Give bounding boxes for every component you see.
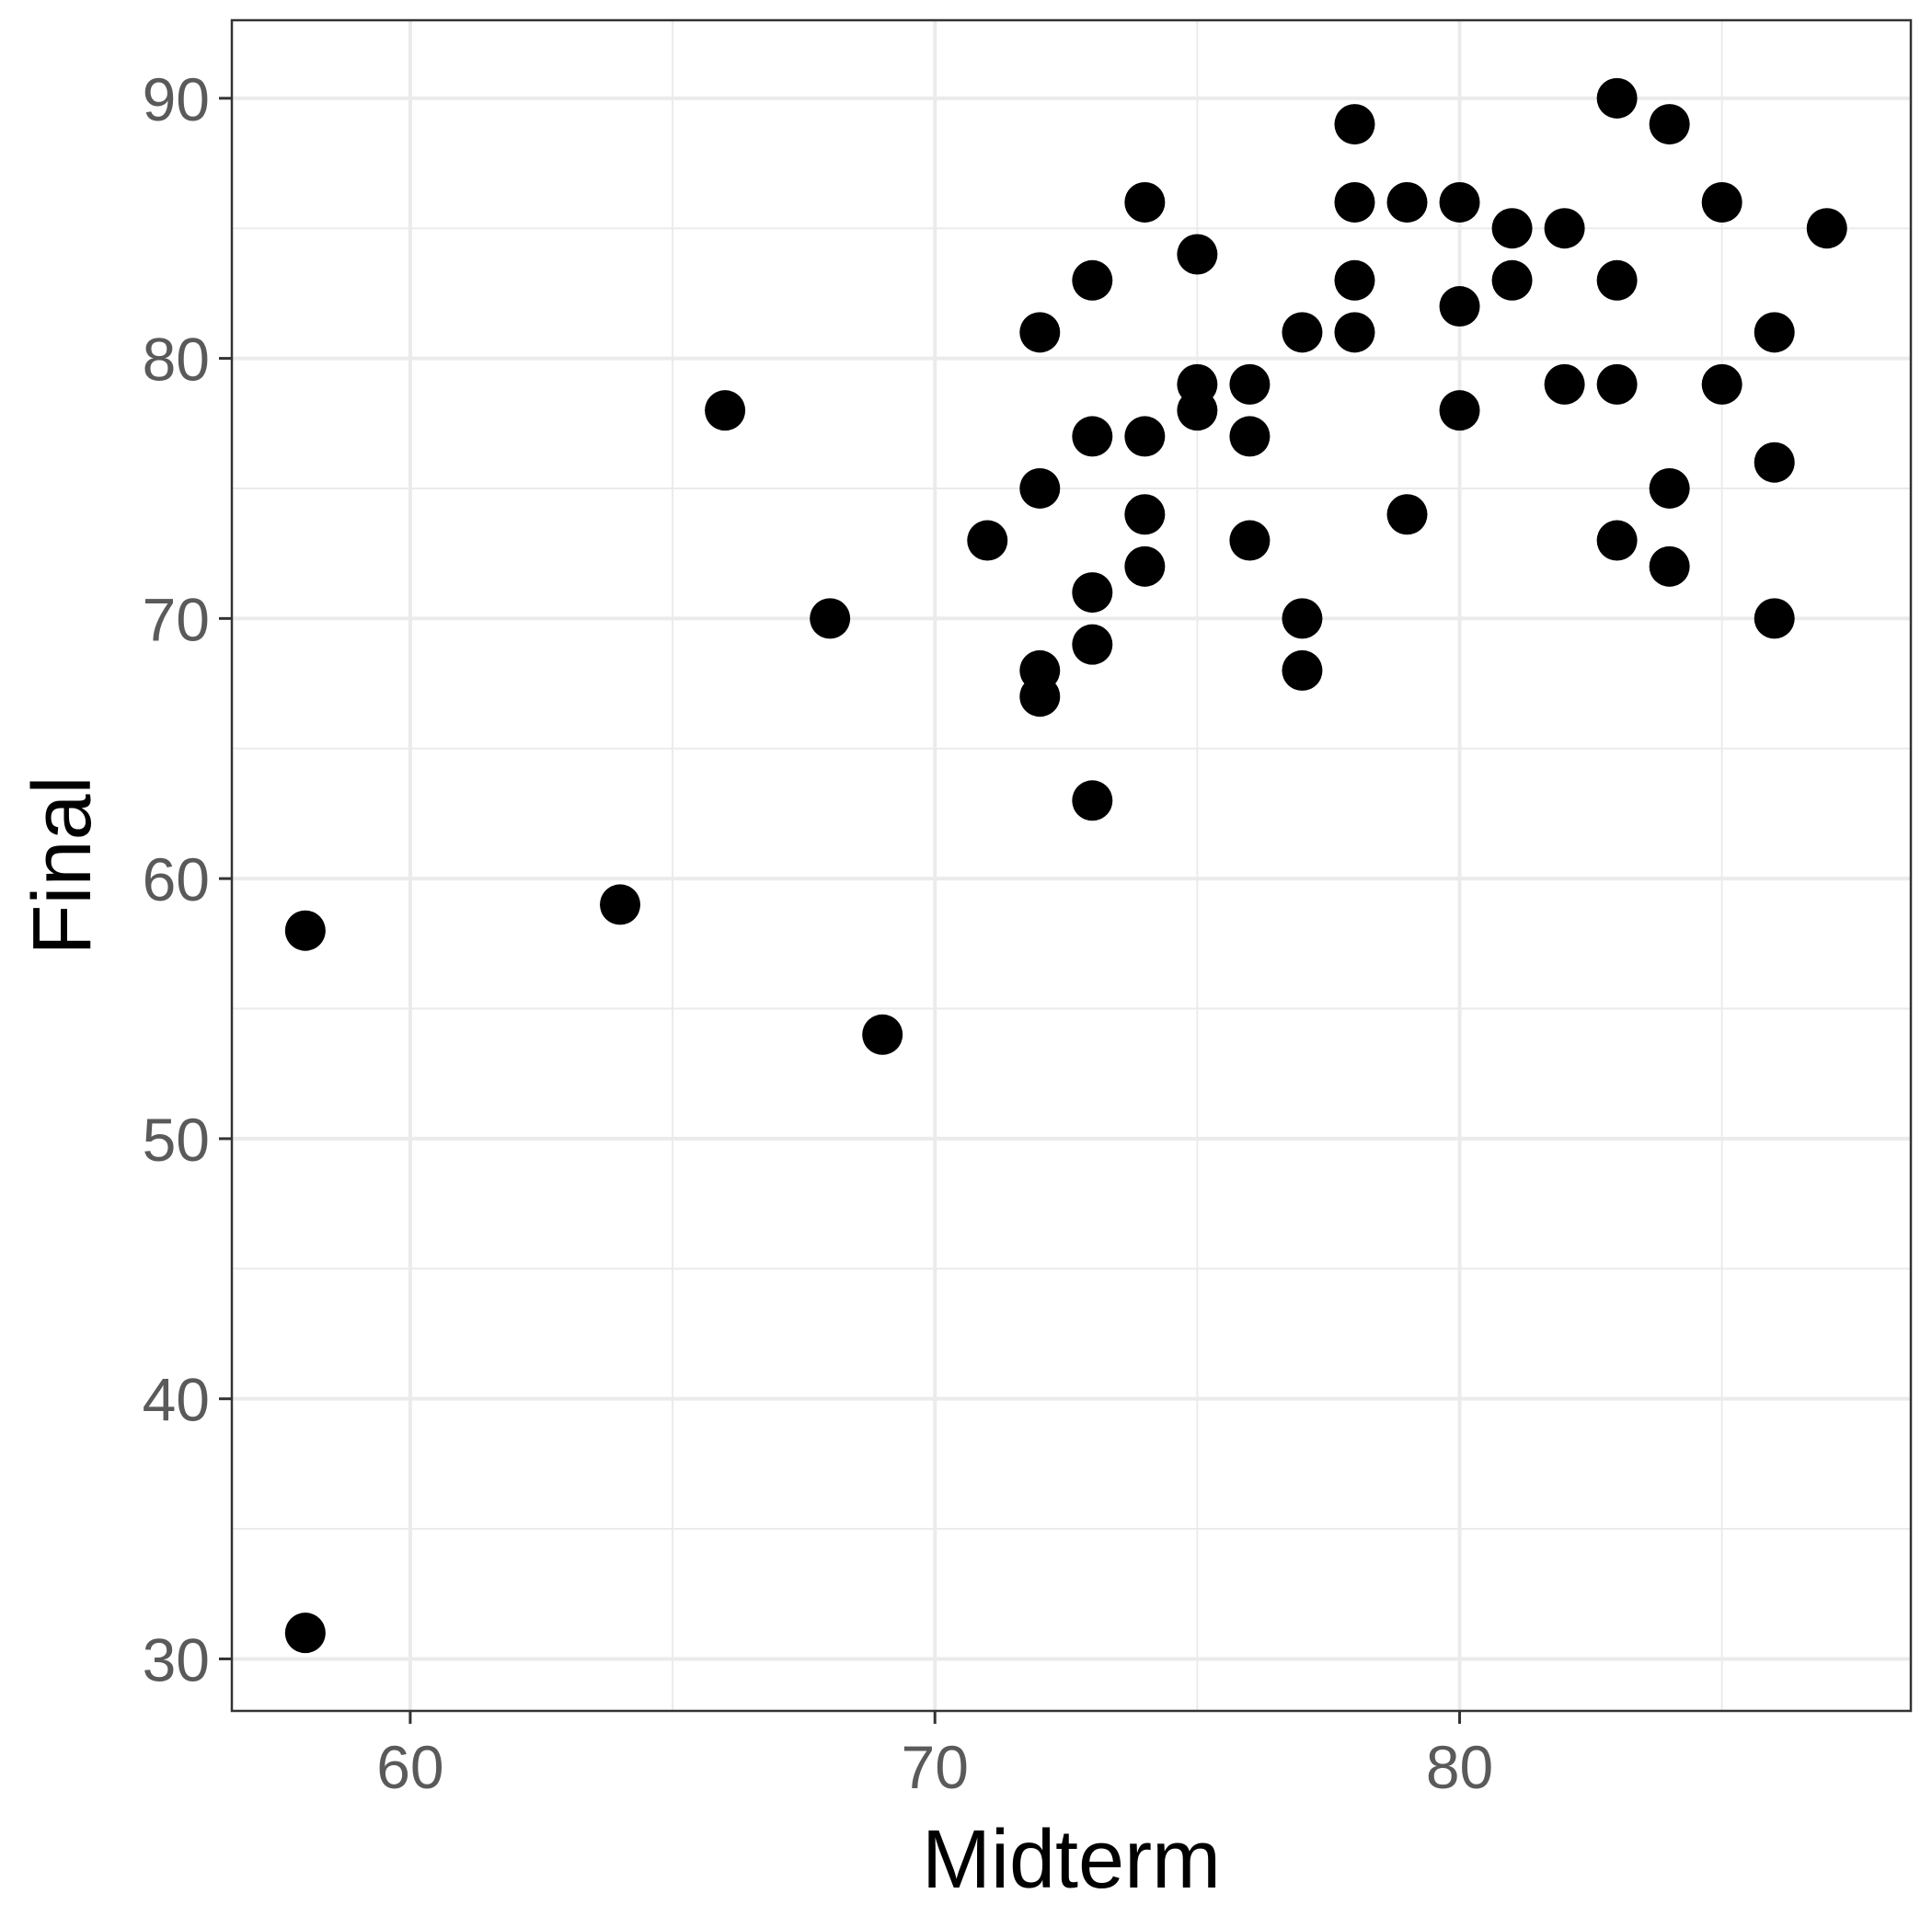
data-point	[1124, 181, 1166, 223]
data-point	[1754, 598, 1795, 639]
y-tick-label: 80	[143, 326, 210, 394]
y-tick-label: 50	[143, 1106, 210, 1174]
data-point	[1229, 520, 1271, 561]
plot-panel-border	[230, 18, 1913, 1713]
y-tick-label: 40	[143, 1366, 210, 1434]
data-point	[600, 884, 641, 925]
data-point	[1072, 416, 1113, 457]
data-point	[1019, 312, 1061, 353]
data-point	[1649, 467, 1690, 509]
data-point	[1282, 649, 1323, 691]
x-axis-title: Midterm	[922, 1814, 1221, 1906]
data-point	[1544, 208, 1585, 249]
y-tick-label: 90	[143, 65, 210, 133]
data-point	[1072, 624, 1113, 665]
data-point	[1439, 390, 1480, 431]
data-point	[1282, 598, 1323, 639]
data-point	[967, 520, 1008, 561]
y-axis-title: Final	[17, 775, 109, 955]
data-point	[1386, 494, 1428, 535]
data-point	[1596, 363, 1638, 405]
data-point	[1754, 312, 1795, 353]
x-tick-label: 70	[902, 1733, 969, 1801]
data-point	[810, 598, 851, 639]
y-tick-label: 60	[143, 845, 210, 913]
data-point	[1124, 545, 1166, 587]
data-point	[1596, 520, 1638, 561]
data-point	[1334, 181, 1375, 223]
y-tick-label: 70	[143, 585, 210, 653]
data-point	[1596, 259, 1638, 301]
data-point	[862, 1014, 903, 1055]
data-point	[1806, 208, 1847, 249]
data-point	[1177, 234, 1218, 275]
data-point	[1229, 363, 1271, 405]
data-point	[1754, 442, 1795, 483]
data-point	[705, 390, 746, 431]
data-point	[1649, 104, 1690, 145]
data-point	[1124, 494, 1166, 535]
data-point	[1544, 363, 1585, 405]
data-point	[1334, 312, 1375, 353]
data-point	[1649, 545, 1690, 587]
data-point	[1701, 181, 1742, 223]
x-tick-label: 80	[1426, 1733, 1493, 1801]
plot-panel	[232, 20, 1911, 1711]
x-axis-ticks: 60 70 80	[376, 1711, 1493, 1801]
data-point	[1124, 416, 1166, 457]
data-point	[1334, 259, 1375, 301]
y-axis-ticks: 30 40 50 60 70 80 90	[143, 65, 232, 1693]
data-point	[1386, 181, 1428, 223]
data-point	[1701, 363, 1742, 405]
data-point	[1019, 676, 1061, 717]
data-point	[1596, 77, 1638, 119]
data-point	[1282, 312, 1323, 353]
data-point	[1491, 259, 1533, 301]
data-point	[1439, 286, 1480, 327]
data-point	[1334, 104, 1375, 145]
data-point	[1072, 780, 1113, 821]
y-tick-label: 30	[143, 1625, 210, 1693]
data-point	[1491, 208, 1533, 249]
data-point	[1072, 572, 1113, 614]
data-point	[1439, 181, 1480, 223]
data-point	[284, 1612, 326, 1654]
x-tick-label: 60	[376, 1733, 443, 1801]
data-point	[1229, 416, 1271, 457]
data-point	[1019, 467, 1061, 509]
minor-gridlines	[232, 20, 1911, 1711]
data-point	[1177, 390, 1218, 431]
data-point	[1072, 259, 1113, 301]
data-points	[284, 77, 1847, 1654]
data-point	[284, 910, 326, 951]
